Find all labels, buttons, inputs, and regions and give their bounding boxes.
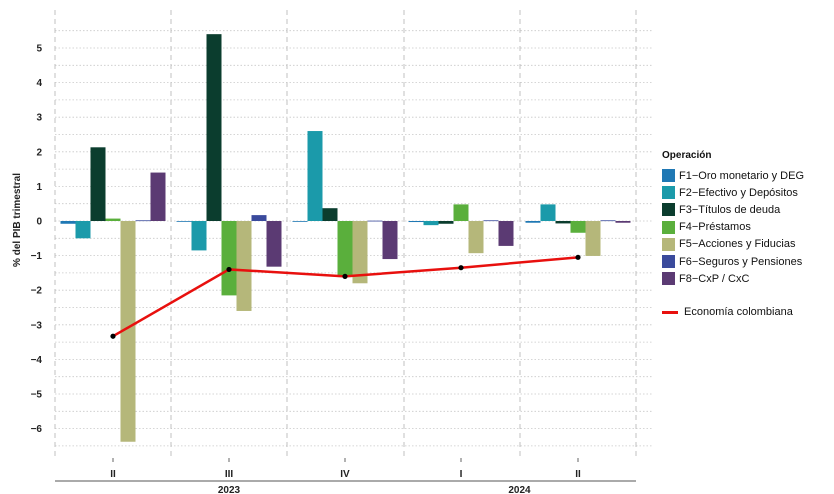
bar (75, 221, 91, 239)
bar (206, 34, 222, 221)
legend-line-item: Economía colombiana (662, 306, 793, 318)
bar (525, 221, 541, 223)
bar (600, 220, 616, 222)
bar (322, 208, 338, 221)
bar (176, 221, 192, 222)
year-label: 2023 (218, 485, 241, 494)
bar (615, 221, 631, 223)
legend-label: F2−Efectivo y Depósitos (679, 186, 798, 199)
bar (468, 221, 484, 254)
legend-item: F5−Acciones y Fiducias (662, 236, 804, 253)
legend-item: F4−Préstamos (662, 219, 804, 236)
line-point (575, 254, 581, 260)
legend-swatch (662, 255, 675, 269)
bar (555, 221, 571, 224)
bar (105, 218, 121, 221)
x-tick-label: III (225, 469, 234, 480)
x-tick-label: II (110, 469, 116, 480)
bar (120, 221, 136, 442)
legend-label: F6−Seguros y Pensiones (679, 255, 803, 268)
legend: Operación F1−Oro monetario y DEG F2−Efect… (662, 150, 804, 287)
bar (135, 220, 151, 222)
legend-swatch (662, 203, 675, 217)
bar (453, 204, 469, 221)
bar (292, 221, 308, 222)
y-tick-label: −1 (31, 251, 43, 262)
legend-item: F1−Oro monetario y DEG (662, 167, 804, 184)
y-tick-label: 5 (36, 44, 42, 55)
bar (540, 204, 556, 221)
bar (150, 172, 166, 221)
bar (337, 221, 353, 278)
bar (423, 221, 439, 226)
bar (408, 221, 424, 223)
line-series (110, 254, 581, 339)
y-tick-label: −6 (31, 424, 43, 435)
legend-swatch (662, 169, 675, 183)
bar (221, 221, 237, 296)
legend-label: F8−CxP / CxC (679, 272, 750, 285)
legend-item: F3−Títulos de deuda (662, 201, 804, 218)
legend-swatch (662, 237, 675, 251)
y-tick-label: 0 (36, 217, 42, 228)
y-tick-label: −5 (31, 390, 43, 401)
bar (483, 220, 499, 222)
bar (438, 221, 454, 224)
bar (367, 220, 383, 222)
bar (570, 221, 586, 233)
line-swatch (662, 310, 678, 314)
legend-title: Operación (662, 150, 712, 161)
bar (60, 221, 76, 224)
y-tick-label: −2 (31, 286, 43, 297)
y-tick-label: 2 (36, 147, 42, 158)
x-tick-label: II (575, 469, 581, 480)
legend-item: F8−CxP / CxC (662, 270, 804, 287)
x-tick-label: IV (340, 469, 350, 480)
y-tick-label: 1 (36, 182, 42, 193)
line-point (458, 265, 464, 271)
legend-item: F2−Efectivo y Depósitos (662, 184, 804, 201)
legend-line-label: Economía colombiana (684, 306, 793, 318)
legend-label: F3−Títulos de deuda (679, 203, 781, 216)
bar (498, 221, 514, 246)
bar (585, 221, 601, 256)
y-tick-label: 4 (36, 78, 42, 89)
bar (90, 147, 106, 221)
bar (382, 221, 398, 260)
bar (266, 221, 282, 267)
bar (251, 215, 267, 221)
line-point (110, 333, 116, 339)
bar (307, 131, 323, 221)
legend-swatch (662, 220, 675, 234)
bar (191, 221, 207, 251)
y-axis: −6 −5 −4 −3 −2 −1 0 1 2 3 4 5 (31, 44, 43, 436)
legend-item: F6−Seguros y Pensiones (662, 253, 804, 270)
x-tick-label: I (460, 469, 463, 480)
bars (60, 34, 631, 442)
year-label: 2024 (508, 485, 531, 494)
legend-swatch (662, 186, 675, 200)
y-tick-label: −3 (31, 320, 43, 331)
line-point (342, 273, 348, 279)
legend-items: F1−Oro monetario y DEG F2−Efectivo y Depó… (662, 167, 804, 287)
y-tick-label: −4 (31, 355, 43, 366)
legend-swatch (662, 272, 675, 286)
bar (236, 221, 252, 311)
y-tick-label: 3 (36, 113, 42, 124)
legend-label: F4−Préstamos (679, 221, 751, 234)
legend-label: F5−Acciones y Fiducias (679, 238, 796, 251)
legend-label: F1−Oro monetario y DEG (679, 169, 805, 182)
y-axis-label: % del PIB trimestral (12, 173, 23, 267)
bar (352, 221, 368, 284)
line-point (226, 266, 232, 273)
